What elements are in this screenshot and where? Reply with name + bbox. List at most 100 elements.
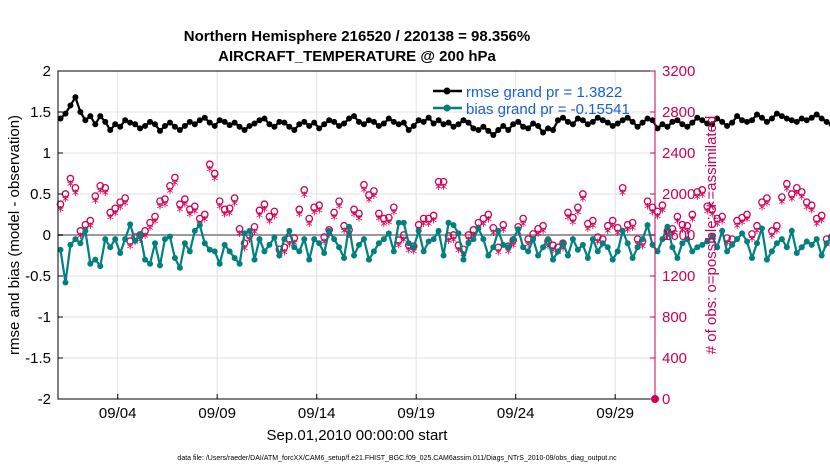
rmse-point bbox=[92, 121, 99, 128]
bias-point bbox=[67, 241, 74, 248]
bias-point bbox=[236, 260, 243, 267]
bias-point bbox=[674, 254, 681, 261]
rmse-point bbox=[714, 115, 721, 122]
bias-point bbox=[346, 223, 353, 230]
bias-point bbox=[634, 244, 641, 251]
left-tick-label: 0.5 bbox=[30, 186, 51, 203]
obs-possible-point bbox=[86, 216, 95, 225]
obs-possible-point bbox=[66, 174, 75, 183]
x-axis-ticks: 09/04 09/09 09/14 09/19 09/24 09/29 bbox=[99, 394, 634, 422]
bias-point bbox=[355, 241, 362, 248]
bias-point bbox=[430, 236, 437, 243]
bias-point bbox=[659, 236, 666, 243]
bias-point bbox=[485, 252, 492, 259]
obs-assimilated-point: * bbox=[828, 237, 830, 253]
obs-assimilated-point: * bbox=[251, 227, 258, 243]
chart-title-line2: AIRCRAFT_TEMPERATURE @ 200 hPa bbox=[218, 48, 496, 65]
obs-assimilated-point: * bbox=[211, 174, 218, 190]
obs-assimilated-point: * bbox=[400, 235, 407, 251]
rmse-point bbox=[201, 114, 208, 121]
obs-assimilated-point: * bbox=[331, 213, 338, 229]
bias-point bbox=[400, 219, 407, 226]
rmse-point bbox=[276, 118, 283, 125]
rmse-point bbox=[525, 125, 532, 132]
rmse-point bbox=[450, 123, 457, 130]
rmse-point bbox=[375, 122, 382, 129]
obs-assimilated-point: * bbox=[559, 243, 566, 259]
rmse-point bbox=[316, 125, 323, 132]
obs-possible-point bbox=[648, 203, 657, 212]
rmse-point bbox=[415, 117, 422, 124]
rmse-point bbox=[778, 113, 785, 120]
obs-assimilated-point: * bbox=[161, 199, 168, 215]
chart-title-line1: Northern Hemisphere 216520 / 220138 = 98… bbox=[184, 28, 530, 45]
obs-possible-point bbox=[792, 184, 801, 192]
rmse-point bbox=[719, 118, 726, 125]
bias-point bbox=[276, 252, 283, 259]
bias-point bbox=[564, 252, 571, 259]
obs-assimilated-point: * bbox=[326, 230, 333, 246]
rmse-point bbox=[191, 121, 198, 128]
obs-assimilated-point: * bbox=[709, 210, 716, 226]
rmse-point bbox=[559, 114, 566, 121]
obs-possible-point bbox=[688, 210, 697, 219]
obs-possible-point bbox=[579, 190, 587, 198]
rmse-point bbox=[176, 127, 183, 134]
obs-assimilated-point: * bbox=[699, 190, 706, 206]
bias-point bbox=[117, 250, 124, 257]
bias-point bbox=[161, 236, 168, 243]
rmse-point bbox=[156, 127, 163, 134]
obs-possible-point bbox=[91, 192, 100, 200]
x-tick-label: 09/24 bbox=[497, 405, 535, 422]
rmse-point bbox=[311, 119, 318, 126]
left-tick-label: -2 bbox=[38, 391, 51, 408]
obs-assimilated-point: * bbox=[579, 194, 586, 210]
obs-assimilated-point: * bbox=[535, 229, 542, 245]
bias-point bbox=[689, 248, 696, 255]
right-axis-label: # of obs: o=possible; ∗=assimilated bbox=[703, 116, 720, 355]
obs-assimilated-point: * bbox=[505, 246, 512, 262]
obs-assimilated-point: * bbox=[355, 214, 362, 230]
bias-point bbox=[380, 236, 387, 243]
obs-assimilated-point: * bbox=[92, 196, 99, 212]
obs-possible-point bbox=[71, 184, 80, 192]
rmse-point bbox=[87, 113, 94, 120]
bias-point bbox=[495, 227, 502, 234]
rmse-point bbox=[624, 114, 631, 121]
obs-possible-point bbox=[200, 210, 209, 219]
obs-assimilated-point: * bbox=[744, 215, 751, 231]
obs-possible-point bbox=[370, 187, 378, 195]
bias-point bbox=[520, 244, 527, 251]
obs-possible-point bbox=[350, 205, 358, 214]
bias-point bbox=[132, 237, 139, 244]
obs-possible-point bbox=[250, 222, 259, 231]
obs-assimilated-point: * bbox=[619, 188, 626, 204]
obs-assimilated-point: * bbox=[639, 241, 646, 257]
rmse-series bbox=[57, 94, 830, 138]
rmse-point bbox=[465, 119, 472, 126]
bias-point bbox=[385, 230, 392, 237]
bias-point bbox=[271, 234, 278, 241]
rmse-point bbox=[405, 127, 412, 134]
rmse-point bbox=[803, 117, 810, 124]
bias-point bbox=[475, 225, 482, 232]
rmse-point bbox=[181, 122, 188, 129]
rmse-point bbox=[370, 118, 377, 125]
bias-point bbox=[176, 264, 183, 271]
bias-point bbox=[763, 256, 770, 263]
bias-point bbox=[291, 244, 298, 251]
obs-assimilated-point: * bbox=[380, 219, 387, 235]
bias-point bbox=[82, 227, 89, 234]
obs-assimilated-point: * bbox=[440, 182, 447, 198]
obs-possible-point bbox=[613, 223, 622, 232]
rmse-point bbox=[117, 123, 124, 130]
rmse-point bbox=[246, 122, 253, 129]
obs-assimilated-point: * bbox=[753, 226, 760, 242]
bias-point bbox=[231, 254, 238, 261]
bias-point bbox=[724, 248, 731, 255]
obs-assimilated-point: * bbox=[714, 219, 721, 235]
bias-point bbox=[510, 236, 517, 243]
bias-point bbox=[201, 240, 208, 247]
obs-assimilated-point: * bbox=[520, 219, 527, 235]
bias-point bbox=[341, 254, 348, 261]
